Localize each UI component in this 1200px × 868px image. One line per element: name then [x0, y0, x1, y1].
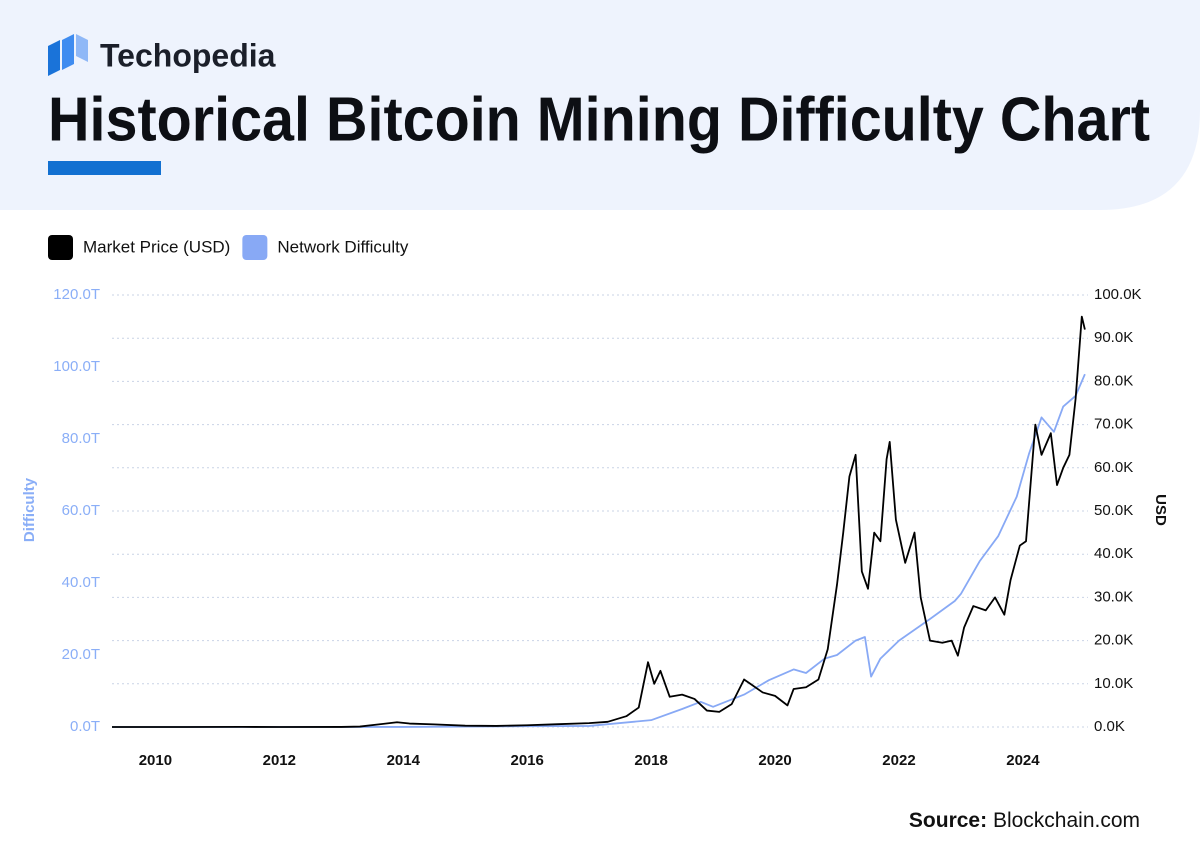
source: Source: Blockchain.com	[909, 809, 1140, 832]
y2-tick-label: 70.0K	[1094, 416, 1133, 433]
data-line	[111, 373, 1086, 728]
y2-axis-title: USD	[1152, 494, 1169, 526]
x-tick-label: 2010	[139, 752, 172, 769]
y-tick-label: 40.0T	[62, 574, 100, 591]
source-label: Source:	[909, 809, 987, 832]
title-underline	[48, 161, 161, 175]
y2-tick-label: 100.0K	[1094, 286, 1142, 303]
header-band	[0, 0, 1200, 210]
legend-swatch	[242, 235, 268, 260]
x-tick-label: 2022	[882, 752, 915, 769]
y2-tick-label: 60.0K	[1094, 459, 1133, 476]
y2-tick-label: 20.0K	[1094, 632, 1133, 649]
logo-icon	[48, 34, 88, 76]
data-line	[112, 315, 1086, 728]
y-tick-label: 0.0T	[70, 718, 100, 735]
y-tick-label: 80.0T	[62, 430, 100, 447]
legend: Market Price (USD) Network Difficulty	[48, 235, 409, 260]
y-tick-label: 60.0T	[62, 502, 100, 519]
y-tick-label: 20.0T	[62, 646, 100, 663]
y2-tick-label: 30.0K	[1094, 588, 1133, 605]
source-name: Blockchain.com	[993, 809, 1140, 832]
y2-tick-label: 50.0K	[1094, 502, 1133, 519]
brand: Techopedia	[100, 37, 276, 73]
x-tick-label: 2020	[758, 752, 791, 769]
y-tick-label: 100.0T	[53, 358, 100, 375]
y2-tick-label: 80.0K	[1094, 372, 1133, 389]
x-tick-label: 2024	[1006, 752, 1040, 769]
x-tick-label: 2018	[634, 752, 667, 769]
y2-tick-label: 90.0K	[1094, 329, 1133, 346]
y2-tick-label: 0.0K	[1094, 718, 1125, 735]
y2-tick-label: 10.0K	[1094, 675, 1133, 692]
x-tick-label: 2016	[510, 752, 543, 769]
y-axis-title: Difficulty	[21, 477, 38, 542]
x-tick-label: 2012	[263, 752, 296, 769]
legend-swatch	[48, 235, 73, 260]
x-tick-label: 2014	[387, 752, 421, 769]
legend-label: Market Price (USD)	[83, 237, 230, 256]
legend-label: Network Difficulty	[277, 237, 408, 256]
y2-tick-label: 40.0K	[1094, 545, 1133, 562]
chart-title: Historical Bitcoin Mining Difficulty Cha…	[48, 85, 1150, 154]
y-tick-label: 120.0T	[53, 286, 100, 303]
